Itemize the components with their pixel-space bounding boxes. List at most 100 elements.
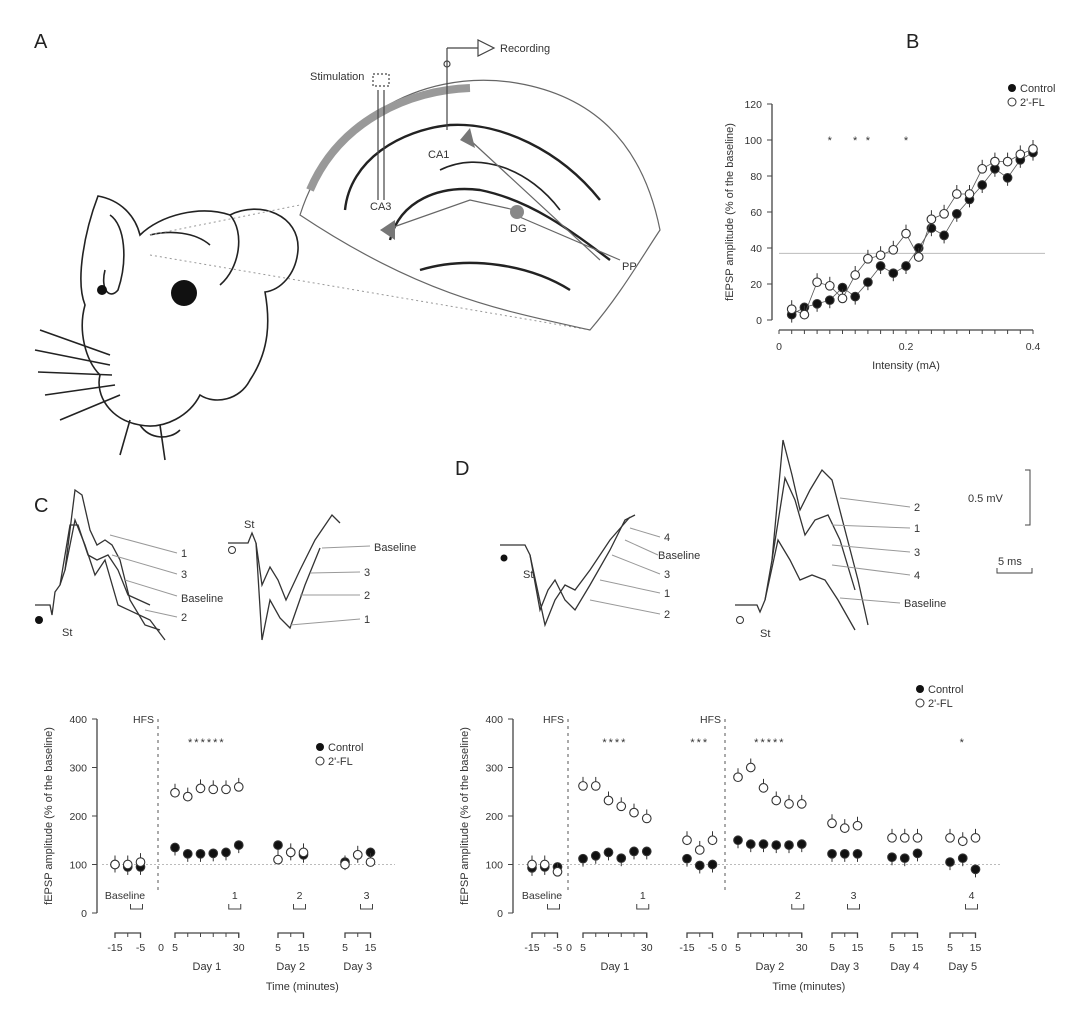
legend-control-label: Control — [928, 684, 963, 696]
fl-point — [939, 208, 949, 219]
control-point — [887, 852, 897, 863]
trace-label: 1 — [664, 588, 670, 600]
control-point — [1002, 172, 1013, 183]
fl-point — [786, 304, 797, 315]
fl-point — [913, 252, 924, 262]
fl-point — [298, 847, 309, 858]
bracket-label: 2 — [795, 890, 801, 902]
control-marker — [500, 554, 508, 562]
time-tick-label: 15 — [298, 942, 310, 954]
y-tick-label: 120 — [744, 99, 762, 111]
control-point — [603, 847, 614, 858]
control-point — [945, 857, 955, 867]
fl-point — [970, 832, 981, 843]
control-trace-set-2 — [529, 516, 631, 628]
legend-fl-label: 2'-FL — [1020, 97, 1045, 109]
recording-label: Recording — [500, 43, 550, 55]
trace-label: 2 — [181, 612, 187, 624]
time-tick-label: -15 — [524, 942, 539, 954]
legend-fl-label: 2'-FL — [328, 756, 353, 768]
fl-point — [365, 857, 376, 867]
projection-lines — [149, 204, 591, 331]
trace-label: Baseline — [181, 593, 223, 605]
bracket-label: 1 — [232, 890, 238, 902]
control-point — [939, 230, 949, 241]
bracket-label: Baseline — [105, 890, 145, 902]
control-point — [912, 848, 923, 859]
time-axis-segment — [174, 932, 240, 938]
fl-point — [827, 818, 837, 829]
ca3-label: CA3 — [370, 201, 391, 213]
fl-point — [208, 784, 219, 795]
fl-point — [539, 859, 550, 870]
control-point — [839, 848, 850, 859]
time-tick-label: 5 — [342, 942, 348, 954]
control-point — [195, 848, 206, 859]
control-point — [616, 853, 627, 864]
fl-point — [977, 163, 988, 174]
fl-point — [852, 820, 863, 831]
control-point — [901, 261, 911, 271]
control-point — [796, 839, 807, 849]
control-point — [745, 839, 756, 849]
hfs-label: HFS — [700, 714, 721, 726]
control-point — [888, 268, 899, 279]
control-point — [221, 847, 231, 858]
day-label: Day 3 — [830, 961, 859, 973]
time-tick-label: 0 — [721, 942, 727, 954]
fl-point — [945, 832, 955, 843]
trace-label: Baseline — [374, 542, 416, 554]
control-point — [875, 261, 886, 271]
fl-trace-set-2 — [255, 542, 321, 641]
fl-trace-set-2 — [771, 475, 856, 591]
control-point — [827, 848, 837, 859]
time-axis-segment — [582, 932, 648, 938]
control-point — [824, 295, 835, 306]
fl-point — [796, 799, 807, 809]
panel-a: A — [34, 31, 661, 461]
fl-point — [273, 854, 283, 865]
control-point — [590, 850, 601, 861]
legend-control-marker — [916, 685, 924, 693]
panel-b-label: B — [906, 31, 919, 53]
fl-point — [1028, 144, 1038, 154]
electrodes — [372, 39, 496, 200]
panel-c-label: C — [34, 495, 48, 517]
legend-control-label: Control — [328, 742, 363, 754]
significance-stars: ****** — [188, 737, 226, 749]
control-trace-set-2 — [59, 524, 151, 606]
significance-stars: * — [960, 737, 966, 749]
control-point — [578, 853, 588, 864]
time-tick-label: 0 — [158, 942, 164, 954]
st-label: St — [244, 519, 254, 531]
legend-fl-label: 2'-FL — [928, 698, 953, 710]
x-axis-label: Intensity (mA) — [872, 360, 940, 372]
fl-point — [824, 280, 835, 291]
trace-label: 3 — [664, 569, 670, 581]
time-tick-label: 5 — [580, 942, 586, 954]
fl-point — [887, 832, 897, 843]
dg-neuron — [510, 205, 524, 219]
fl-point — [964, 189, 975, 199]
time-axis-segment — [737, 932, 803, 938]
y-tick-label: 100 — [485, 860, 503, 872]
fl-point — [682, 835, 692, 846]
bracket-label: 2 — [297, 890, 303, 902]
fl-point — [1015, 149, 1026, 160]
time-tick-label: -15 — [107, 942, 122, 954]
hfs-label: HFS — [543, 714, 564, 726]
fl-point — [1002, 156, 1013, 167]
fl-point — [590, 781, 601, 791]
trace-label: 3 — [181, 569, 187, 581]
y-axis-label: fEPSP amplitude (% of the baseline) — [43, 727, 55, 905]
analysis-bracket — [636, 904, 650, 910]
x-tick-label: 0 — [776, 341, 782, 353]
control-point — [707, 859, 718, 870]
fl-point — [221, 784, 231, 795]
fl-point — [616, 801, 627, 812]
control-point — [850, 291, 861, 302]
time-tick-label: 5 — [275, 942, 281, 954]
fl-point — [771, 795, 782, 806]
